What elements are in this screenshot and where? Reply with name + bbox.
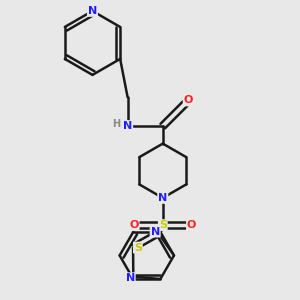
Text: O: O <box>129 220 139 230</box>
Text: O: O <box>184 95 193 106</box>
Text: N: N <box>88 6 97 16</box>
Text: N: N <box>158 193 167 203</box>
Text: H: H <box>112 119 121 129</box>
Text: N: N <box>123 121 132 131</box>
Text: S: S <box>134 242 142 253</box>
Text: S: S <box>159 220 167 230</box>
Text: N: N <box>151 226 160 237</box>
Text: O: O <box>187 220 196 230</box>
Text: N: N <box>125 273 135 283</box>
